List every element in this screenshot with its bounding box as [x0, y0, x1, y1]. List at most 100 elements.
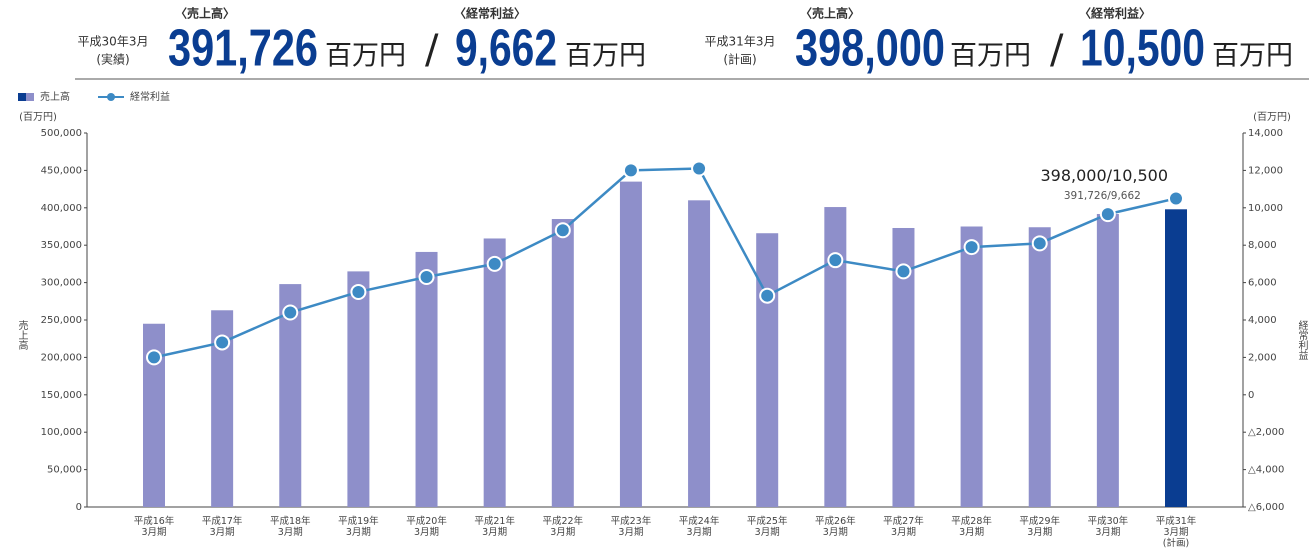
separator: / — [425, 27, 439, 73]
legend-swatch — [18, 93, 26, 101]
bar — [1165, 209, 1187, 507]
label: 〈売上高〉 — [175, 6, 235, 21]
bar — [279, 284, 302, 507]
y-tick-label: 300,000 — [41, 278, 82, 289]
point — [827, 252, 844, 269]
point — [146, 349, 162, 366]
unit: 百万円 — [950, 41, 1031, 72]
x-tick-label: 平成31年 3月期(計画) — [1156, 515, 1197, 549]
point — [759, 287, 776, 304]
y-axis-label: 売上高 — [16, 319, 28, 351]
x-tick-label: 平成28年 3月期 — [951, 515, 992, 538]
legend-label: 売上高 — [40, 90, 70, 103]
y2-tick-label: △4,000 — [1248, 465, 1284, 476]
unit: 百万円 — [1212, 41, 1293, 72]
point — [963, 239, 980, 256]
period: 平成30年3月 — [78, 35, 149, 49]
unit: 百万円 — [325, 41, 406, 72]
y-tick-label: 450,000 — [41, 165, 82, 176]
y2-tick-label: △2,000 — [1248, 427, 1284, 438]
label: 〈売上高〉 — [800, 6, 860, 21]
y2-tick-label: 10,000 — [1248, 203, 1283, 214]
y2-tick-label: 6,000 — [1248, 278, 1277, 289]
point — [486, 255, 503, 272]
bar — [143, 323, 165, 507]
x-tick-label: 平成30年 3月期 — [1088, 515, 1129, 538]
point — [214, 334, 231, 351]
x-tick-label: 平成23年 3月期 — [611, 515, 652, 538]
annotation: 398,000/10,500 — [1040, 166, 1168, 185]
value: 10,500 — [1080, 20, 1205, 78]
x-tick-label: 平成24年 3月期 — [679, 515, 720, 538]
bar — [483, 238, 506, 507]
legend-swatch — [107, 93, 115, 101]
bar — [551, 219, 574, 507]
y-tick-label: 0 — [76, 502, 82, 513]
period: 平成31年3月 — [705, 35, 776, 49]
point — [1168, 190, 1184, 207]
label: 〈経常利益〉 — [1079, 6, 1151, 21]
point — [691, 160, 708, 177]
x-tick-label: 平成20年 3月期 — [406, 515, 447, 538]
y2-tick-label: 14,000 — [1248, 128, 1283, 139]
x-tick-label: 平成29年 3月期 — [1019, 515, 1060, 538]
line — [153, 167, 1177, 359]
point — [1031, 235, 1048, 252]
bar — [756, 233, 779, 507]
legend-swatch — [26, 93, 34, 101]
y2-axis-label: 経常利益 — [1296, 319, 1308, 360]
point — [418, 268, 435, 285]
bar — [824, 207, 847, 507]
y-tick-label: 400,000 — [41, 203, 82, 214]
value: 398,000 — [795, 20, 945, 78]
value: 391,726 — [168, 20, 318, 78]
y2-tick-label: 8,000 — [1248, 240, 1277, 251]
y2-tick-label: 0 — [1248, 390, 1254, 401]
bar — [1096, 213, 1119, 507]
x-tick-label: 平成26年 3月期 — [815, 515, 856, 538]
point — [895, 263, 912, 280]
annotation: 391,726/9,662 — [1064, 190, 1141, 202]
y-tick-label: 200,000 — [41, 352, 82, 363]
y-tick-label: 100,000 — [41, 427, 82, 438]
x-tick-label: 平成18年 3月期 — [270, 515, 311, 538]
y2-unit: (百万円) — [1253, 111, 1291, 123]
bar — [211, 310, 234, 507]
y-tick-label: 500,000 — [41, 128, 82, 139]
point — [282, 304, 299, 321]
y-unit: (百万円) — [19, 111, 57, 123]
bar — [892, 227, 915, 507]
label: 〈経常利益〉 — [454, 6, 526, 21]
x-tick-label: 平成27年 3月期 — [883, 515, 924, 538]
x-tick-label: 平成19年 3月期 — [338, 515, 379, 538]
x-tick-label: 平成21年 3月期 — [474, 515, 515, 538]
x-tick-label: 平成16年 3月期 — [134, 515, 175, 538]
y2-tick-label: 12,000 — [1248, 165, 1283, 176]
value: 9,662 — [455, 20, 557, 78]
point — [554, 222, 571, 239]
separator: / — [1050, 27, 1064, 73]
point — [1099, 206, 1116, 223]
bar — [415, 251, 438, 507]
x-tick-label: 平成22年 3月期 — [543, 515, 584, 538]
y-tick-label: 50,000 — [47, 465, 82, 476]
y-tick-label: 250,000 — [41, 315, 82, 326]
bar — [688, 200, 711, 507]
point — [350, 283, 367, 300]
note: (計画) — [723, 52, 756, 67]
bar — [1028, 227, 1051, 508]
y-tick-label: 150,000 — [41, 390, 82, 401]
legend-label: 経常利益 — [130, 90, 170, 103]
header: 平成30年3月 (実績) 〈売上高〉 391,726 百万円 / 〈経常利益〉 … — [75, 6, 1309, 80]
x-tick-label: 平成25年 3月期 — [747, 515, 788, 538]
point — [622, 162, 639, 179]
bar — [960, 226, 983, 507]
x-tick-label: 平成17年 3月期 — [202, 515, 243, 538]
y2-tick-label: △6,000 — [1248, 502, 1284, 513]
note: (実績) — [96, 52, 129, 67]
bar — [347, 271, 370, 507]
y-tick-label: 350,000 — [41, 240, 82, 251]
unit: 百万円 — [565, 41, 646, 72]
